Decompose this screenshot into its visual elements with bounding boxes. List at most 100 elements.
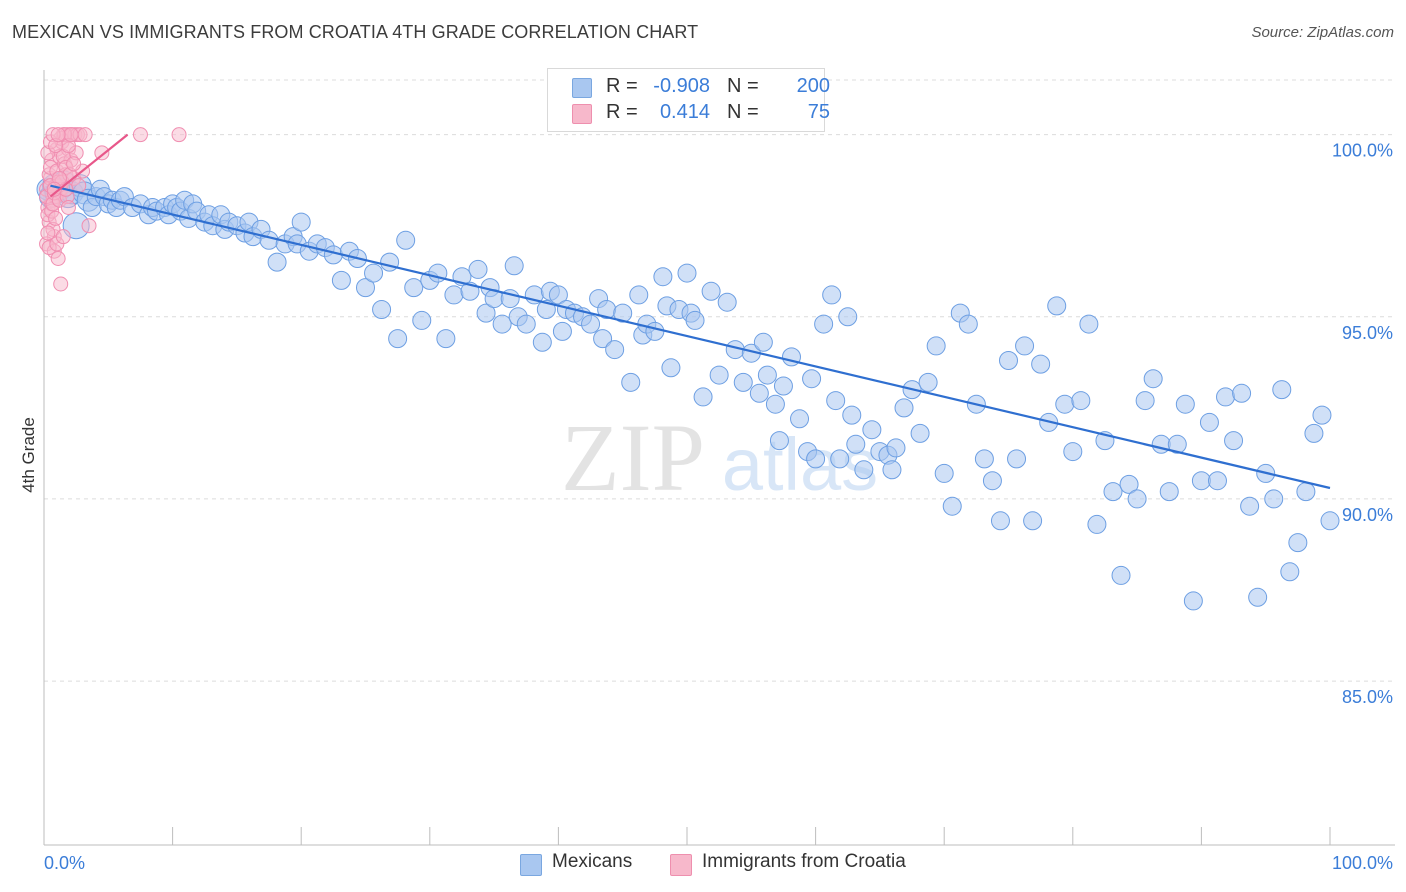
croatia-point [50,127,66,143]
mexicans-point [552,321,572,341]
mexicans-point [492,314,512,334]
mexicans-point [773,376,793,396]
mexicans-point [934,463,954,483]
axes [43,70,1395,846]
mexicans-point [581,314,601,334]
mexicans-point [765,394,785,414]
mexicans-point [802,369,822,389]
croatia-point [48,210,64,226]
mexicans-point [733,372,753,392]
mexicans-point [1047,296,1067,316]
mexicans-point [1119,474,1139,494]
mexicans-point [910,423,930,443]
mexicans-point [1079,314,1099,334]
mexicans-point [882,460,902,480]
mexicans-point [356,278,375,298]
mexicans-point [842,405,862,425]
mexicans-point [1320,511,1340,531]
legend-row-croatia: R = 0.414 N = 75 [572,101,830,127]
y-axis-label: 4th Grade [19,417,38,493]
mexicans-point [918,372,938,392]
mexicans-point [388,329,408,349]
mexicans-point [862,420,882,440]
mexicans-point [974,449,994,469]
croatia-point [50,251,66,266]
mexicans-point [757,365,777,385]
legend-r-value: -0.908 [653,75,710,97]
mexicans-point [653,267,673,287]
legend-r-value: 0.414 [659,101,710,123]
mexicans-point [259,230,279,250]
trend-lines [49,133,1331,490]
mexicans-point [267,252,287,272]
croatia-point [55,229,71,245]
mexicans-point [1135,391,1155,411]
legend-n-value: 200 [796,75,830,97]
y-tick-label: 90.0% [1342,505,1393,525]
mexicans-point [830,449,850,469]
mexicans-point [709,365,729,385]
mexicans-point [999,351,1018,370]
mexicans-point [1240,496,1260,516]
mexicans-point [436,329,456,349]
mexicans-point [331,270,351,290]
mexicans-point [621,372,641,392]
mexicans-point [1007,449,1027,469]
mexicans-point [1183,591,1203,611]
mexicans-point [1304,423,1324,443]
mexicans-point [1055,394,1075,414]
mexicans-point [769,431,789,451]
mexicans-point [685,310,705,330]
bottom-legend-label: Immigrants from Croatia [702,851,906,872]
mexicans-point [364,263,384,283]
mexicans-point [1167,434,1187,454]
croatia-point [132,127,148,143]
mexicans-point [926,336,946,356]
mexicans-point [468,259,488,279]
y-tick-label: 100.0% [1332,141,1393,161]
mexicans-point [444,285,464,305]
croatia-point [66,156,82,172]
croatia-point [53,276,69,292]
croatia-point [81,218,97,234]
mexicans-point [1143,369,1163,389]
mexicans-point [605,340,625,360]
x-tick-label: 0.0% [44,853,85,873]
mexicans-point [504,256,524,276]
mexicans-point [1224,431,1244,451]
mexicans-point [886,438,906,458]
mexicans-point [645,321,665,341]
mexicans-point [1159,482,1179,502]
bottom-legend-swatch-croatia [670,854,692,876]
mexicans-point [753,332,773,352]
mexicans-point [412,310,432,330]
mexicans-point [1023,511,1043,531]
mexicans-point [838,307,858,327]
croatia-point [60,200,76,215]
mexicans-point [693,387,713,407]
mexicans-point [1264,489,1284,509]
mexicans-point [548,285,568,305]
mexicans-point [1312,405,1332,425]
mexicans-trend-line [50,184,1331,490]
mexicans-point [1232,383,1252,403]
mexicans-point [1288,533,1308,553]
mexicans-point [854,460,874,480]
mexicans-point [814,314,834,334]
legend-row-mexicans: R = -0.908 N = 200 [572,75,830,101]
mexicans-point [701,281,721,301]
x-tick-label: 100.0% [1332,853,1393,873]
mexicans-point [1087,514,1107,534]
mexicans-point [532,332,552,352]
mexicans-point [404,278,424,298]
y-tick-label: 95.0% [1342,323,1393,343]
mexicans-point [1199,412,1219,432]
mexicans-point [1103,482,1123,502]
mexicans-point [516,314,536,334]
correlation-legend: R = -0.908 N = 200 R = 0.414 N = 75 [547,68,830,132]
mexicans-point [291,212,311,232]
source-label: Source: ZipAtlas.com [1251,24,1394,41]
legend-n-label: N = [727,75,759,97]
watermark-zip: ZIP [561,404,705,511]
mexicans-point [1127,489,1147,509]
